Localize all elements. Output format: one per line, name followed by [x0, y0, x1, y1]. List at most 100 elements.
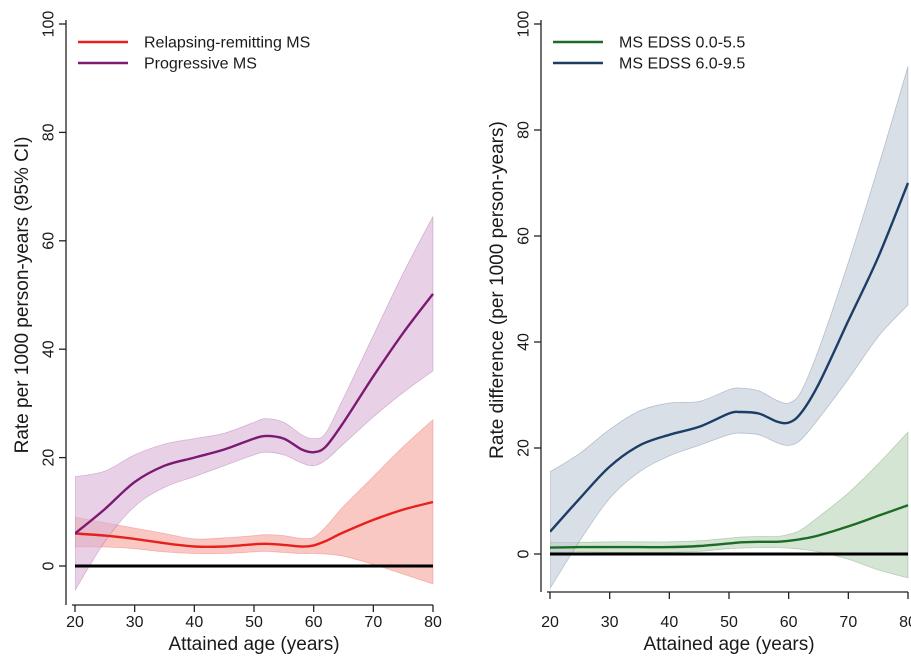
data-point-1-13 [848, 320, 849, 321]
ci-band-0 [550, 431, 909, 579]
data-point-1-8 [283, 438, 284, 439]
data-point-0-9 [301, 546, 302, 547]
x-tick-label: 50 [720, 614, 738, 631]
data-point-1-1 [104, 508, 105, 509]
ci-band-1 [75, 216, 434, 592]
series-line-0 [75, 500, 434, 548]
x-tick-label: 80 [899, 614, 911, 631]
y-tick-label: 40 [41, 340, 58, 358]
data-point-0-8 [758, 541, 759, 542]
y-tick-label: 40 [516, 333, 533, 351]
x-tick-label: 60 [305, 614, 323, 631]
data-point-1-10 [788, 422, 789, 423]
data-point-1-3 [639, 445, 640, 446]
data-point-0-4 [194, 546, 195, 547]
rate-panel: 0 20 40 60 80 100 20 30 40 50 60 70 80 Attained age (… [12, 11, 442, 655]
x-tick-label: 30 [126, 614, 144, 631]
y-tick-label: 80 [516, 121, 533, 139]
y-axis-title: Rate difference (per 1000 person-years) [487, 121, 508, 459]
series-line-1 [550, 182, 910, 533]
data-point-1-4 [194, 457, 195, 458]
data-point-0-3 [639, 547, 640, 548]
data-point-0-14 [403, 509, 404, 510]
data-point-1-14 [878, 257, 879, 258]
y-tick-label: 100 [516, 11, 533, 38]
data-point-0-6 [728, 543, 729, 544]
y-tick-label: 80 [41, 123, 58, 141]
data-point-0-14 [878, 515, 879, 516]
data-point-0-15 [907, 505, 908, 506]
x-tick-label: 70 [839, 614, 857, 631]
rate-difference-panel: 0 20 40 60 80 100 20 30 40 50 60 70 80 Attained age (… [487, 11, 911, 655]
data-point-0-7 [740, 542, 741, 543]
data-point-0-11 [800, 539, 801, 540]
data-point-0-2 [134, 538, 135, 539]
y-tick-label: 60 [41, 232, 58, 250]
data-point-1-6 [728, 413, 729, 414]
data-point-1-2 [134, 481, 135, 482]
data-point-0-10 [788, 540, 789, 541]
data-point-1-8 [758, 413, 759, 414]
data-point-1-0 [74, 533, 75, 534]
x-tick-label: 30 [601, 614, 619, 631]
data-point-0-9 [776, 541, 777, 542]
plot-area [74, 216, 434, 592]
ci-band-1 [550, 66, 909, 590]
data-point-0-1 [104, 535, 105, 536]
data-point-1-15 [432, 293, 433, 294]
data-point-0-12 [343, 532, 344, 533]
y-axis-title: Rate per 1000 person-years (95% CI) [12, 137, 33, 454]
plot-area [549, 66, 910, 590]
data-point-1-12 [818, 384, 819, 385]
data-point-0-15 [432, 501, 433, 502]
data-point-1-11 [800, 413, 801, 414]
data-point-0-2 [609, 547, 610, 548]
data-point-1-6 [253, 438, 254, 439]
data-point-1-7 [265, 435, 266, 436]
data-point-0-4 [669, 547, 670, 548]
data-point-0-5 [224, 546, 225, 547]
y-tick-label: 20 [41, 449, 58, 467]
series-line-1 [75, 293, 434, 535]
data-point-1-10 [313, 452, 314, 453]
data-point-0-0 [549, 547, 550, 548]
data-point-0-5 [699, 545, 700, 546]
data-point-0-3 [164, 543, 165, 544]
data-point-0-1 [579, 547, 580, 548]
data-point-1-5 [699, 426, 700, 427]
data-point-1-2 [609, 466, 610, 467]
data-point-1-13 [373, 376, 374, 377]
data-point-1-15 [907, 182, 908, 183]
data-point-1-1 [579, 498, 580, 499]
data-point-0-7 [265, 543, 266, 544]
data-point-0-11 [325, 540, 326, 541]
y-tick-label: 20 [516, 439, 533, 457]
legend-label-1: MS EDSS 6.0-9.5 [619, 56, 745, 73]
data-point-1-14 [403, 332, 404, 333]
data-point-1-11 [325, 446, 326, 447]
data-point-1-4 [669, 434, 670, 435]
x-tick-label: 50 [245, 614, 263, 631]
series-line-0 [550, 504, 909, 549]
data-point-1-0 [549, 531, 550, 532]
x-tick-label: 80 [424, 614, 442, 631]
data-point-0-13 [848, 526, 849, 527]
x-tick-label: 20 [541, 614, 559, 631]
x-axis-title: Attained age (years) [168, 634, 339, 655]
x-tick-label: 40 [185, 614, 203, 631]
y-tick-label: 0 [516, 549, 533, 558]
data-point-1-12 [343, 422, 344, 423]
x-axis-title: Attained age (years) [643, 634, 814, 655]
y-tick-label: 0 [41, 561, 58, 570]
data-point-0-6 [253, 544, 254, 545]
data-point-1-3 [164, 465, 165, 466]
legend-label-0: MS EDSS 0.0-5.5 [619, 35, 745, 52]
x-tick-label: 20 [66, 614, 84, 631]
x-tick-label: 40 [660, 614, 678, 631]
data-point-0-8 [283, 544, 284, 545]
data-point-0-10 [313, 545, 314, 546]
data-point-1-9 [301, 449, 302, 450]
x-tick-label: 70 [364, 614, 382, 631]
y-tick-label: 100 [41, 11, 58, 38]
